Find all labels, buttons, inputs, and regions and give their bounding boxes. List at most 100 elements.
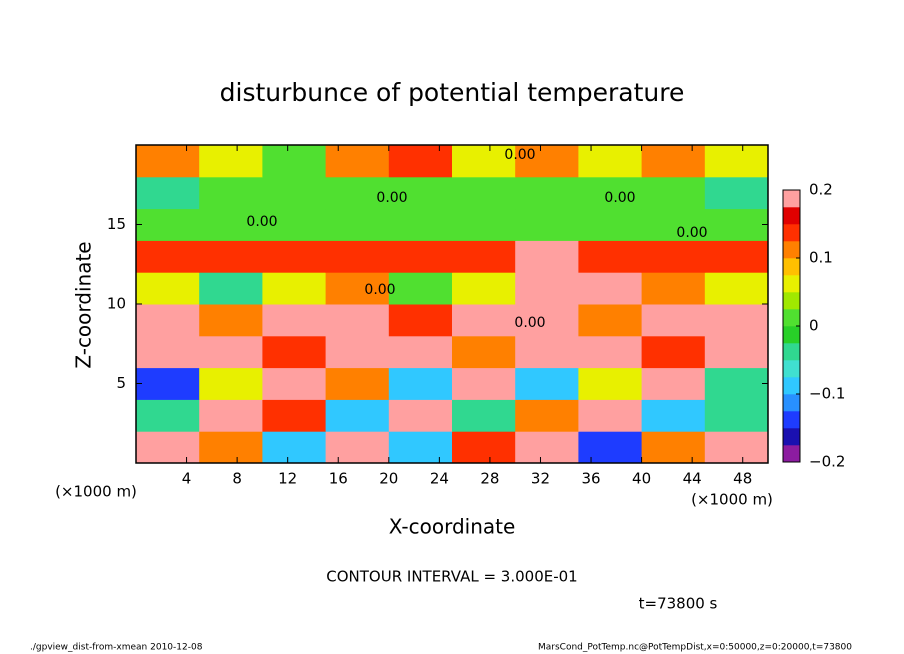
heat-cell (325, 304, 390, 337)
heat-cell (704, 431, 769, 464)
heat-cell (136, 145, 200, 178)
colorbar-swatch (783, 275, 800, 293)
heat-cell (388, 304, 453, 337)
heat-cell (388, 272, 453, 305)
heat-cell (578, 399, 643, 432)
heat-cell (704, 399, 769, 432)
heat-cell (452, 145, 516, 178)
colorbar-swatch (783, 190, 800, 208)
contour-label: 0.00 (364, 282, 395, 298)
heat-cell (262, 335, 327, 369)
heat-cell (641, 240, 706, 273)
heat-cell (388, 431, 453, 464)
colorbar-swatch (783, 394, 800, 412)
heat-cell (136, 431, 200, 464)
contour-label: 0.00 (514, 315, 545, 331)
heat-cell (578, 431, 643, 464)
heat-cell (262, 399, 327, 432)
heat-cell (452, 335, 516, 369)
heat-cell (452, 176, 516, 210)
heat-cell (578, 176, 643, 210)
x-tick-label: 40 (632, 470, 651, 488)
contour-label: 0.00 (504, 147, 535, 163)
heat-cell (641, 367, 706, 400)
heat-cell (641, 399, 706, 432)
heat-cell (515, 240, 579, 273)
heat-cell (704, 240, 769, 273)
colorbar-swatch (783, 241, 800, 259)
heat-cell (136, 208, 200, 241)
heat-cell (452, 367, 516, 400)
x-unit: (×1000 m) (691, 491, 773, 509)
heat-cell (325, 367, 390, 400)
colorbar-swatch (783, 207, 800, 225)
heat-cell (578, 304, 643, 337)
x-tick-label: 12 (278, 470, 297, 488)
heat-cell (262, 304, 327, 337)
heat-cell (199, 399, 263, 432)
x-tick-label: 20 (379, 470, 398, 488)
heat-cell (515, 335, 579, 369)
heat-cell (388, 399, 453, 432)
x-tick-label: 4 (182, 470, 192, 488)
x-tick-label: 48 (733, 470, 752, 488)
colorbar-swatch (783, 360, 800, 378)
colorbar-tick-label: 0 (809, 317, 819, 335)
heat-cell (262, 176, 327, 210)
heat-cell (199, 208, 263, 241)
heat-cell (199, 145, 263, 178)
heat-cell (452, 240, 516, 273)
heat-cell (452, 208, 516, 241)
heat-cell (199, 335, 263, 369)
colorbar-swatch (783, 292, 800, 310)
colorbar-tick-label: −0.2 (809, 453, 845, 471)
heat-cell (388, 335, 453, 369)
heat-cell (641, 272, 706, 305)
heat-cell (325, 145, 390, 178)
heat-cell (136, 367, 200, 400)
x-axis-label: X-coordinate (389, 515, 516, 539)
colorbar-swatch (783, 326, 800, 344)
colorbar-swatch (783, 411, 800, 429)
heat-cell (262, 208, 327, 241)
heat-cell (325, 272, 390, 305)
heat-cell (641, 145, 706, 178)
heat-cell (325, 208, 390, 241)
heat-cell (325, 240, 390, 273)
heat-cell (641, 431, 706, 464)
colorbar-tick-label: 0.2 (809, 181, 833, 199)
y-tick-label: 5 (116, 374, 126, 392)
x-tick-label: 8 (232, 470, 242, 488)
y-tick-label: 15 (107, 215, 126, 233)
colorbar-swatch (783, 309, 800, 327)
colorbar-swatch (783, 258, 800, 276)
heat-cell (136, 304, 200, 337)
colorbar-swatch (783, 428, 800, 446)
heat-cell (704, 367, 769, 400)
colorbar-swatch (783, 377, 800, 395)
heat-cell (136, 399, 200, 432)
heat-cell (199, 431, 263, 464)
heat-cell (136, 272, 200, 305)
heat-cell (136, 335, 200, 369)
x-tick-label: 28 (480, 470, 499, 488)
heat-cell (515, 399, 579, 432)
heat-cell (641, 176, 706, 210)
footer-right: MarsCond_PotTemp.nc@PotTempDist,x=0:5000… (538, 643, 852, 653)
heat-cell (515, 176, 579, 210)
heat-cell (262, 145, 327, 178)
heat-cell (641, 304, 706, 337)
heat-cell (704, 304, 769, 337)
contour-label: 0.00 (246, 214, 277, 230)
chart-title: disturbunce of potential temperature (220, 78, 685, 107)
contour-interval: CONTOUR INTERVAL = 3.000E-01 (326, 568, 577, 586)
heat-cell (325, 399, 390, 432)
heat-cell (452, 272, 516, 305)
heat-cell (262, 431, 327, 464)
time-label: t=73800 s (639, 595, 718, 613)
heat-cell (136, 240, 200, 273)
heat-cell (704, 272, 769, 305)
heat-cell (578, 145, 643, 178)
y-tick-label: 10 (107, 295, 126, 313)
